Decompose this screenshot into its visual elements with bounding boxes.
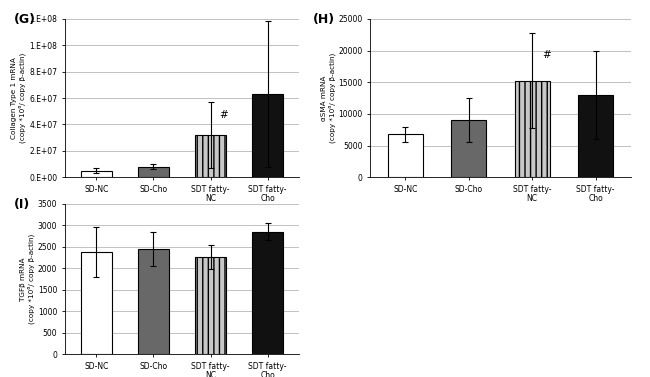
Bar (252, 231, 283, 354)
Y-axis label: αSMA mRNA
(copy *10⁶/ copy β-actin): αSMA mRNA (copy *10⁶/ copy β-actin) (320, 53, 336, 143)
Bar (81, 170, 112, 177)
Bar (578, 95, 613, 177)
Text: (H): (H) (313, 12, 335, 26)
Text: #: # (218, 110, 227, 120)
Bar (252, 94, 283, 177)
Text: (I): (I) (14, 198, 30, 210)
Bar (138, 249, 169, 354)
Bar (138, 167, 169, 177)
Bar (515, 81, 550, 177)
Text: #: # (542, 49, 551, 60)
Y-axis label: Collagen Type 1 mRNA
(copy *10⁶/ copy β-actin): Collagen Type 1 mRNA (copy *10⁶/ copy β-… (11, 53, 27, 143)
Text: (G): (G) (14, 12, 36, 26)
Y-axis label: TGFβ mRNA
(copy *10⁶/ copy β-actin): TGFβ mRNA (copy *10⁶/ copy β-actin) (20, 234, 35, 324)
Bar (388, 134, 423, 177)
Bar (195, 257, 226, 354)
Bar (195, 135, 226, 177)
Bar (451, 120, 486, 177)
Bar (81, 252, 112, 354)
